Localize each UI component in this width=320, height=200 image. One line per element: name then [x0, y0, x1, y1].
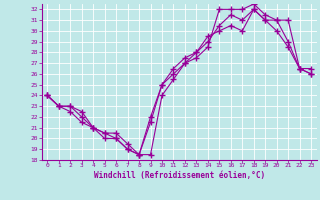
X-axis label: Windchill (Refroidissement éolien,°C): Windchill (Refroidissement éolien,°C) [94, 171, 265, 180]
